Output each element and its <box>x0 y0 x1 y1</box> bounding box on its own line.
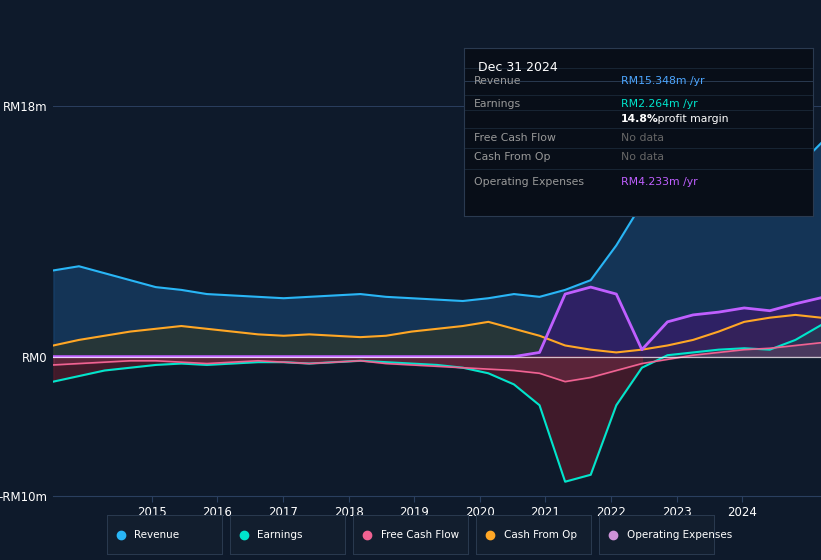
Text: Earnings: Earnings <box>475 99 521 109</box>
Text: RM2.264m /yr: RM2.264m /yr <box>621 99 698 109</box>
Text: No data: No data <box>621 152 664 162</box>
Text: Cash From Op: Cash From Op <box>504 530 577 540</box>
Text: Cash From Op: Cash From Op <box>475 152 551 162</box>
Text: RM4.233m /yr: RM4.233m /yr <box>621 176 698 186</box>
Text: Free Cash Flow: Free Cash Flow <box>381 530 459 540</box>
Text: Revenue: Revenue <box>475 76 522 86</box>
Text: Revenue: Revenue <box>135 530 180 540</box>
Text: Operating Expenses: Operating Expenses <box>627 530 732 540</box>
Text: RM15.348m /yr: RM15.348m /yr <box>621 76 704 86</box>
Text: Operating Expenses: Operating Expenses <box>475 176 585 186</box>
Text: Earnings: Earnings <box>258 530 303 540</box>
Text: profit margin: profit margin <box>654 114 728 124</box>
Text: No data: No data <box>621 133 664 143</box>
Text: 14.8%: 14.8% <box>621 114 658 124</box>
Text: Dec 31 2024: Dec 31 2024 <box>478 61 557 74</box>
Text: Free Cash Flow: Free Cash Flow <box>475 133 556 143</box>
